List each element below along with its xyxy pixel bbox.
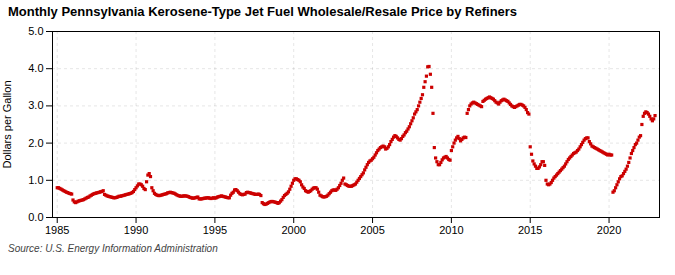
svg-text:2.0: 2.0 <box>28 137 43 149</box>
svg-text:1.0: 1.0 <box>28 174 43 186</box>
svg-text:3.0: 3.0 <box>28 99 43 111</box>
svg-text:Dollars per Gallon: Dollars per Gallon <box>1 80 13 168</box>
svg-text:5.0: 5.0 <box>28 25 43 37</box>
svg-text:1995: 1995 <box>203 224 227 236</box>
svg-text:2005: 2005 <box>360 224 384 236</box>
html-text:Source: U.S. Energy Informatio: Source: U.S. Energy Information Administ… <box>8 243 218 254</box>
svg-text:2000: 2000 <box>281 224 305 236</box>
svg-text:1990: 1990 <box>124 224 148 236</box>
svg-text:4.0: 4.0 <box>28 62 43 74</box>
svg-text:2010: 2010 <box>439 224 463 236</box>
svg-text:1985: 1985 <box>45 224 69 236</box>
svg-text:0.0: 0.0 <box>28 211 43 223</box>
svg-text:2020: 2020 <box>597 224 621 236</box>
html-text:Monthly Pennsylvania Kerosene-: Monthly Pennsylvania Kerosene-Type Jet F… <box>8 4 518 19</box>
svg-text:2015: 2015 <box>518 224 542 236</box>
